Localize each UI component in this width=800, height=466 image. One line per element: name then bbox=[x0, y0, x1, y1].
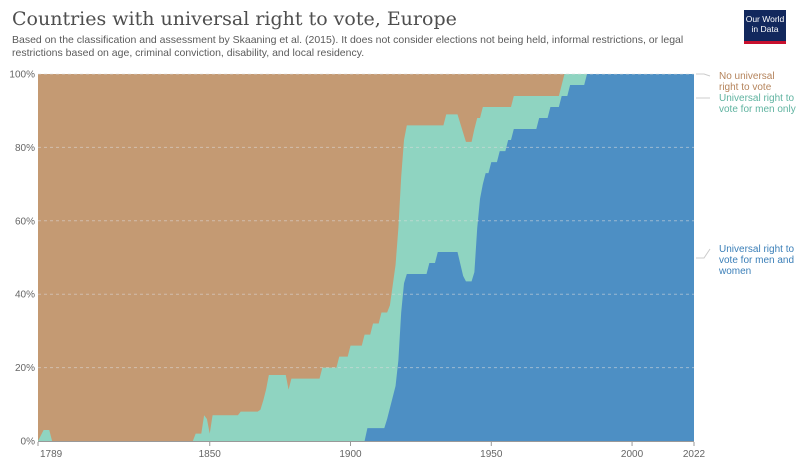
legend-label-men_and_women: women bbox=[718, 266, 751, 277]
x-tick-label: 1850 bbox=[199, 449, 222, 460]
chart-subtitle: Based on the classification and assessme… bbox=[12, 34, 684, 59]
legend-label-none: No universal bbox=[719, 71, 775, 82]
y-tick-label: 20% bbox=[15, 363, 35, 374]
x-tick-label: 1950 bbox=[480, 449, 503, 460]
logo-line-2: in Data bbox=[751, 23, 779, 34]
chart-title: Countries with universal right to vote, … bbox=[12, 8, 457, 30]
y-tick-label: 60% bbox=[15, 216, 35, 227]
legend-label-men_only: vote for men only bbox=[719, 104, 796, 115]
legend-connector bbox=[696, 248, 711, 259]
y-tick-label: 40% bbox=[15, 290, 35, 301]
logo-line-1: Our World bbox=[745, 14, 785, 24]
legend-label-none: right to vote bbox=[719, 82, 772, 93]
legend-label-men_only: Universal right to bbox=[719, 93, 794, 104]
x-tick-label: 2022 bbox=[683, 449, 706, 460]
x-tick-label: 2000 bbox=[621, 449, 644, 460]
legend-connector bbox=[696, 73, 711, 77]
x-tick-label: 1789 bbox=[40, 449, 63, 460]
owid-logo[interactable]: Our World in Data bbox=[744, 10, 786, 44]
legend-label-men_and_women: vote for men and bbox=[719, 255, 794, 266]
y-tick-label: 80% bbox=[15, 143, 35, 154]
y-tick-label: 100% bbox=[9, 70, 35, 81]
y-tick-label: 0% bbox=[21, 437, 36, 448]
x-tick-label: 1900 bbox=[339, 449, 362, 460]
area-men_and_women bbox=[38, 74, 694, 441]
legend-label-men_and_women: Universal right to bbox=[719, 244, 794, 255]
